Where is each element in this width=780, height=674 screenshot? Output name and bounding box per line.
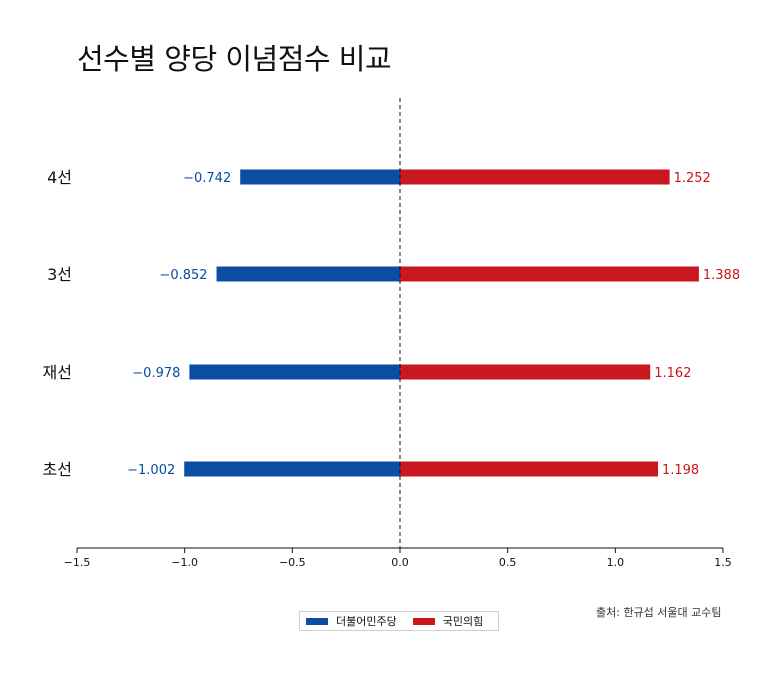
bar-democratic (184, 461, 400, 477)
value-label-democratic: −0.852 (159, 268, 207, 283)
legend-label-democratic: 더불어민주당 (336, 615, 397, 628)
x-tick-label: 0.5 (499, 556, 517, 569)
bar-ppp (400, 364, 651, 380)
category-label: 재선 (43, 363, 72, 382)
bar-ppp (400, 266, 699, 282)
value-label-democratic: −0.978 (132, 366, 180, 381)
category-label: 초선 (43, 460, 72, 479)
x-tick-label: −1.5 (64, 556, 91, 569)
bar-democratic (189, 364, 400, 380)
value-label-ppp: 1.198 (662, 463, 699, 478)
category-label: 3선 (47, 265, 72, 284)
bar-democratic (216, 266, 400, 282)
legend-item-ppp: 국민의힘 (412, 613, 484, 629)
bar-ppp (400, 461, 658, 477)
category-label: 4선 (47, 168, 72, 187)
legend: 더불어민주당 국민의힘 (299, 611, 499, 631)
bar-democratic (240, 169, 400, 185)
legend-swatch-ppp (412, 617, 435, 625)
legend-label-ppp: 국민의힘 (442, 615, 484, 628)
x-tick-label: −1.0 (171, 556, 198, 569)
x-tick-label: 0.0 (391, 556, 409, 569)
legend-item-democratic: 더불어민주당 (306, 613, 397, 629)
legend-swatch-democratic (306, 617, 328, 625)
x-tick-label: −0.5 (279, 556, 306, 569)
bar-ppp (400, 169, 670, 185)
chart-title: 선수별 양당 이념점수 비교 (77, 42, 392, 76)
source-note: 출처: 한규섭 서울대 교수팀 (596, 606, 722, 619)
value-label-ppp: 1.252 (674, 171, 711, 186)
x-tick-label: 1.5 (714, 556, 732, 569)
value-label-democratic: −1.002 (127, 463, 175, 478)
value-label-ppp: 1.162 (654, 366, 691, 381)
x-tick-label: 1.0 (607, 556, 625, 569)
value-label-ppp: 1.388 (703, 268, 740, 283)
value-label-democratic: −0.742 (183, 171, 231, 186)
